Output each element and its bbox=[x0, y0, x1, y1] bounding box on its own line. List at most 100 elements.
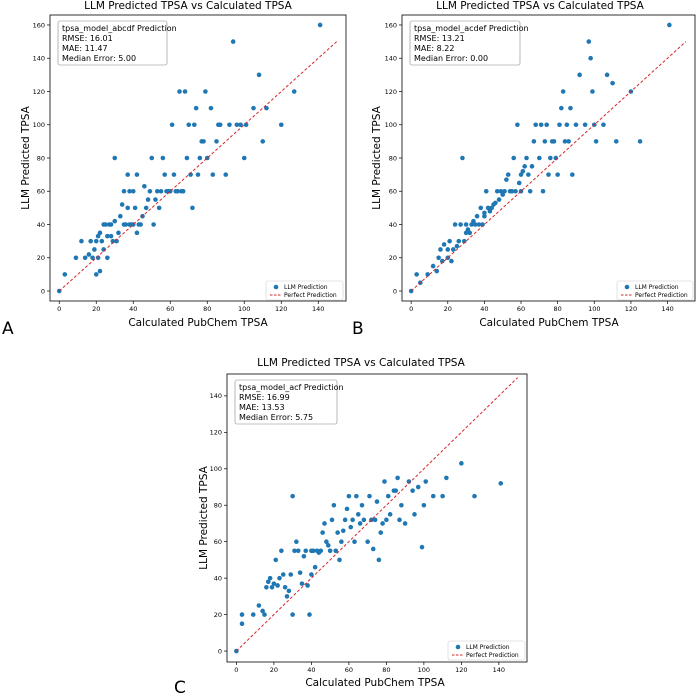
y-tick-label: 100 bbox=[210, 465, 222, 473]
data-point bbox=[307, 612, 312, 617]
data-point bbox=[387, 512, 393, 517]
data-point bbox=[301, 553, 307, 559]
data-point bbox=[88, 238, 93, 244]
data-point bbox=[275, 583, 280, 588]
y-axis-ticks: 0 20 40 60 80 100 120 140 bbox=[210, 392, 227, 655]
data-point bbox=[472, 222, 478, 227]
data-point bbox=[262, 612, 267, 617]
data-point bbox=[284, 594, 290, 599]
legend-label-perfect-prediction: Perfect Prediction bbox=[284, 292, 337, 299]
data-point bbox=[459, 461, 464, 466]
data-point bbox=[376, 557, 382, 563]
data-point bbox=[493, 200, 498, 206]
data-point bbox=[537, 155, 542, 161]
panel-b: LLM Predicted TPSA vs Calculated TPSA 0 2… bbox=[352, 0, 696, 339]
data-point bbox=[430, 493, 436, 499]
y-tick-label: 80 bbox=[214, 502, 222, 510]
x-tick-label: 60 bbox=[345, 666, 353, 674]
data-point bbox=[156, 205, 162, 211]
data-point bbox=[86, 252, 92, 257]
x-tick-label: 100 bbox=[238, 305, 250, 313]
data-point bbox=[143, 205, 149, 211]
data-point bbox=[103, 222, 108, 227]
y-tick-label: 80 bbox=[37, 154, 45, 162]
data-point bbox=[125, 205, 130, 211]
data-point bbox=[123, 222, 129, 227]
y-tick-label: 100 bbox=[385, 121, 397, 129]
x-tick-label: 100 bbox=[588, 305, 600, 313]
stats-box-frame bbox=[409, 20, 521, 66]
stats-model-name: tpsa_model_acf Prediction bbox=[239, 383, 344, 392]
data-point bbox=[297, 570, 303, 575]
stats-box: tpsa_model_acdef Prediction RMSE: 13.21 … bbox=[409, 20, 529, 66]
x-tick-label: 80 bbox=[554, 305, 562, 313]
data-point bbox=[132, 205, 138, 211]
y-tick-label: 160 bbox=[385, 21, 397, 29]
x-axis-ticks: 0 20 40 60 80 100 120 140 bbox=[234, 662, 505, 674]
stats-box: tpsa_model_abcdf Prediction RMSE: 16.01 … bbox=[57, 20, 177, 66]
data-point bbox=[149, 155, 155, 161]
data-point bbox=[604, 72, 610, 78]
data-point bbox=[327, 548, 333, 554]
x-tick-label: 0 bbox=[234, 666, 238, 674]
data-point bbox=[538, 122, 544, 128]
data-point bbox=[320, 530, 325, 535]
y-tick-label: 120 bbox=[33, 88, 45, 96]
legend: LLM Prediction Perfect Prediction bbox=[265, 280, 344, 301]
y-tick-label: 160 bbox=[33, 21, 45, 29]
data-point bbox=[177, 89, 182, 94]
data-point bbox=[138, 222, 143, 227]
data-point bbox=[118, 213, 123, 219]
y-tick-label: 40 bbox=[214, 574, 222, 582]
data-point bbox=[333, 548, 339, 554]
data-point bbox=[265, 579, 271, 585]
data-point bbox=[312, 564, 318, 570]
data-point bbox=[90, 255, 95, 261]
y-tick-label: 0 bbox=[218, 647, 222, 655]
data-point bbox=[271, 581, 277, 586]
x-tick-label: 80 bbox=[203, 305, 211, 313]
x-tick-label: 20 bbox=[444, 305, 452, 313]
data-point bbox=[260, 608, 265, 614]
data-point bbox=[478, 205, 484, 211]
y-axis-label: LLM Predicted TPSA bbox=[198, 465, 210, 569]
data-point bbox=[445, 247, 451, 252]
data-point bbox=[239, 621, 245, 627]
legend-label-perfect-prediction: Perfect Prediction bbox=[466, 652, 519, 659]
data-point bbox=[158, 188, 164, 194]
y-tick-label: 100 bbox=[33, 121, 45, 129]
data-point bbox=[533, 122, 538, 128]
data-point bbox=[562, 139, 568, 144]
data-point bbox=[546, 172, 551, 177]
y-tick-label: 0 bbox=[41, 287, 45, 295]
data-point bbox=[169, 122, 175, 128]
data-point bbox=[264, 584, 269, 590]
data-point bbox=[294, 539, 299, 544]
data-point bbox=[260, 139, 266, 144]
data-point bbox=[439, 258, 445, 264]
data-point bbox=[452, 222, 458, 227]
data-point bbox=[277, 575, 282, 581]
data-point bbox=[125, 172, 130, 177]
legend: LLM Prediction Perfect Prediction bbox=[616, 280, 694, 301]
x-axis-label: Calculated PubChem TPSA bbox=[479, 317, 619, 329]
data-point bbox=[450, 247, 456, 252]
y-tick-label: 0 bbox=[393, 287, 397, 295]
data-point bbox=[119, 202, 125, 207]
data-point bbox=[342, 517, 348, 523]
data-point bbox=[370, 546, 376, 552]
data-point bbox=[171, 172, 177, 177]
data-point bbox=[251, 105, 256, 111]
data-point bbox=[566, 139, 571, 144]
y-axis-label: LLM Predicted TPSA bbox=[20, 105, 32, 209]
data-point bbox=[419, 544, 425, 550]
data-point bbox=[544, 122, 549, 128]
data-point bbox=[430, 263, 436, 269]
data-point bbox=[454, 243, 460, 249]
stats-mae: MAE: 8.22 bbox=[414, 44, 454, 53]
data-point bbox=[147, 188, 153, 194]
data-point bbox=[134, 230, 140, 236]
data-point bbox=[582, 122, 588, 128]
data-point bbox=[667, 22, 672, 28]
data-point bbox=[99, 238, 105, 244]
